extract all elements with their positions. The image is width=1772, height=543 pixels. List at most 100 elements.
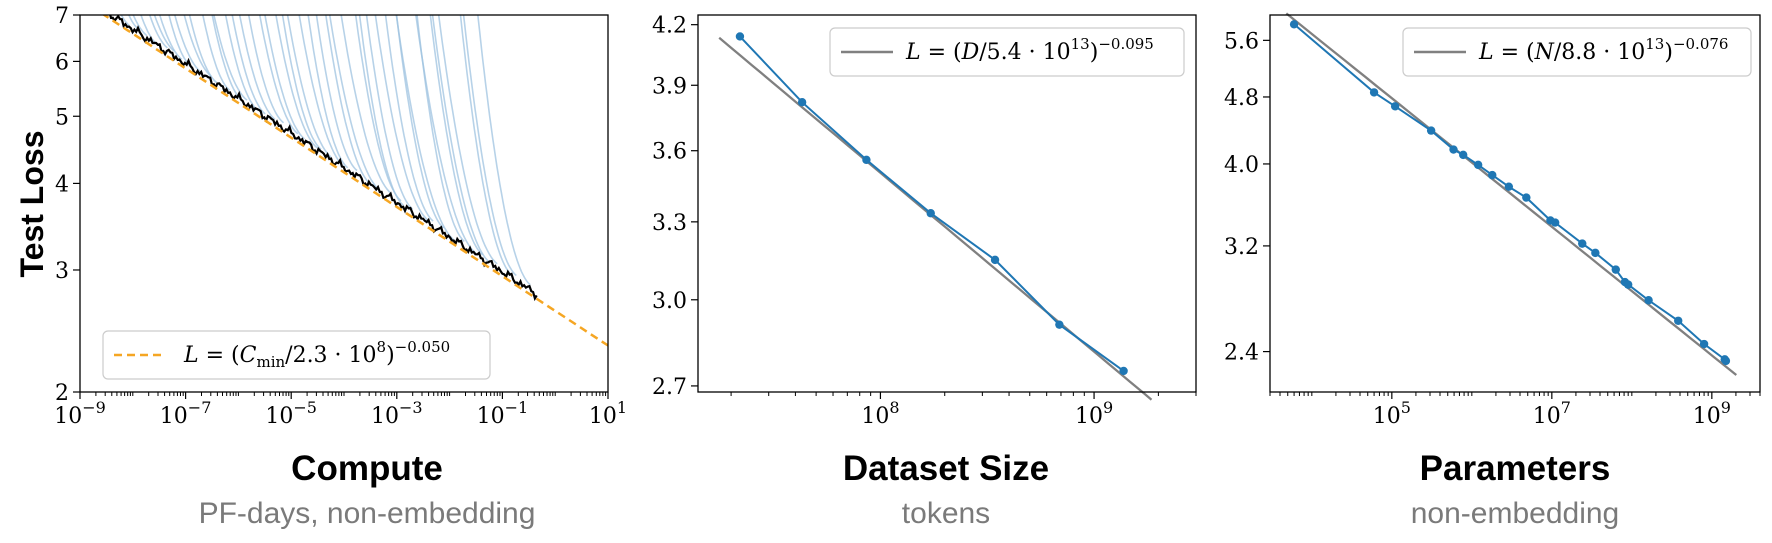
compute-run-curve [213,15,248,101]
parameters-y-tick-label: 3.2 [1224,235,1259,260]
compute-run-curve [459,15,513,276]
parameters-data-point [1390,102,1400,111]
parameters-data-point [1550,218,1560,227]
parameters-y-tick-label: 5.6 [1224,29,1259,54]
parameters-axes-frame [1269,14,1761,393]
compute-run-curve [168,15,192,67]
parameters-data-point [1611,265,1620,274]
dataset-data-point [862,155,871,165]
dataset-data-point [1055,320,1064,329]
compute-run-curve [462,15,517,277]
parameters-x-tick-label: 107 [1533,398,1571,429]
compute-ticks: 10−9 10−7 10−5 10−3 10−1 101 2 3 4 5 6 7 [54,4,627,429]
dataset-data-point [797,98,807,107]
compute-run-curve [358,15,404,206]
compute-run-curve [281,15,322,150]
y-axis-label: Test Loss [14,131,50,278]
dataset-x-label: Dataset Size [843,449,1049,488]
compute-y-tick-label: 7 [55,4,69,29]
compute-x-tick-label: 10−3 [371,398,423,429]
compute-run-curve [477,15,531,286]
parameters-x-sublabel: non-embedding [1411,497,1620,530]
dataset-plot-area [718,32,1153,401]
parameters-data-point [1504,182,1514,191]
compute-y-tick-label: 4 [55,172,69,197]
compute-runs-group [0,0,608,347]
compute-legend-box [102,330,491,380]
dataset-y-tick-label: 3.6 [652,140,687,165]
parameters-x-tick-label: 109 [1693,398,1731,429]
parameters-y-tick-label: 4.8 [1224,86,1259,111]
compute-run-curve [264,15,305,140]
parameters-data-point [1674,316,1683,325]
compute-run-curve [374,15,429,221]
compute-run-curve [286,15,332,158]
compute-x-tick-label: 10−1 [477,398,529,429]
parameters-ticks: 105 107 109 2.4 3.2 4.0 4.8 5.6 [1224,29,1761,429]
dataset-y-tick-label: 3.0 [652,289,687,314]
dataset-legend: L = (D/5.4 · 1013)−0.095 [829,27,1185,77]
dataset-y-tick-label: 4.2 [652,14,687,39]
compute-x-sublabel: PF-days, non-embedding [199,497,536,530]
dataset-legend-text: L = (D/5.4 · 1013)−0.095 [905,35,1154,65]
compute-run-curve [183,15,212,77]
dataset-legend-box [829,27,1185,77]
dataset-data-point [990,255,1000,265]
dataset-ticks: 108 109 2.7 3.0 3.3 3.6 3.9 4.2 [652,14,1197,429]
dataset-data-line [739,35,1125,372]
parameters-data-point [1458,150,1468,160]
compute-y-tick-label: 6 [55,50,69,75]
compute-fit-line [102,15,608,347]
dataset-data-point [735,32,745,41]
compute-run-curve [307,15,349,169]
dataset-y-tick-label: 3.3 [652,211,687,236]
parameters-plot-area [1285,12,1738,376]
compute-run-curve [231,15,266,115]
compute-run-curve [298,15,346,169]
compute-run-curve [325,15,372,186]
compute-x-tick-label: 101 [589,398,627,429]
compute-legend: L = (Cmin/2.3 · 108)−0.050 [102,330,491,380]
parameters-legend-box [1402,27,1752,77]
parameters-data-point [1644,296,1653,305]
compute-plot-area [0,0,608,347]
compute-run-curve [211,15,243,102]
compute-run-curve [238,15,276,120]
parameters-data-point [1449,145,1458,154]
compute-run-curve [0,0,96,1]
parameters-y-tick-label: 2.4 [1224,341,1259,366]
compute-run-curve [415,15,477,254]
compute-run-curve [173,15,202,73]
compute-run-curve [315,15,358,172]
compute-run-curve [365,15,414,210]
dataset-data-point [1119,366,1128,376]
parameters-panel: 105 107 109 2.4 3.2 4.0 4.8 5.6 L = (N/8.8 · 10… [1224,12,1761,530]
parameters-data-point [1369,88,1379,97]
compute-run-curve [395,15,455,241]
compute-run-curve [258,15,299,135]
compute-y-tick-label: 3 [55,259,69,284]
compute-run-curve [437,15,498,265]
parameters-y-tick-label: 4.0 [1224,153,1259,178]
dataset-data-point [926,209,935,218]
parameters-data-point [1623,280,1633,289]
compute-run-curve [247,15,285,124]
compute-x-tick-label: 10−9 [54,398,106,429]
compute-run-curve [158,15,183,60]
compute-run-curve [202,15,231,91]
dataset-x-sublabel: tokens [902,497,990,530]
parameters-legend: L = (N/8.8 · 1013)−0.076 [1402,27,1752,77]
parameters-x-label: Parameters [1420,449,1611,488]
compute-run-curve [275,15,318,149]
parameters-legend-text: L = (N/8.8 · 1013)−0.076 [1478,35,1728,65]
dataset-axes-frame [697,14,1197,393]
compute-run-curve [340,15,393,195]
parameters-data-point [1426,126,1436,135]
parameters-data-point [1699,339,1709,349]
parameters-fit-line [1285,12,1738,376]
compute-x-tick-label: 10−7 [160,398,212,429]
parameters-data-point [1289,20,1299,29]
compute-legend-text: L = (Cmin/2.3 · 108)−0.050 [183,338,450,371]
compute-run-curve [328,15,381,192]
